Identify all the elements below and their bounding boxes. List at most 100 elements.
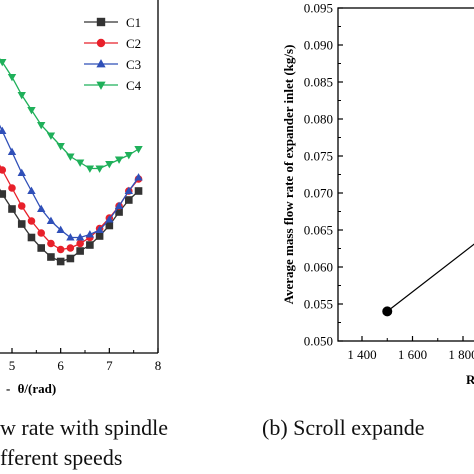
right-plot-frame: [337, 7, 474, 342]
left-point-c2: [76, 239, 84, 248]
left-point-c4: [46, 132, 56, 140]
left-point-c3: [66, 233, 75, 241]
left-point-c1: [115, 208, 123, 216]
legend-marker-c1: [96, 17, 106, 27]
left-point-c2: [27, 217, 36, 225]
right-y-axis-title: Average mass flow rate of expander inlet…: [281, 45, 296, 305]
left-point-c1: [66, 254, 75, 263]
left-x-axis-title-text: θ/(rad): [18, 381, 57, 396]
left-point-c3: [105, 215, 114, 223]
left-point-c4: [7, 73, 17, 82]
legend-marker-c4: [96, 81, 106, 90]
right-x-tick-label: 1 800: [448, 347, 474, 362]
left-point-c2: [47, 239, 55, 248]
left-point-c4: [134, 145, 143, 154]
left-point-c2: [56, 245, 65, 254]
left-point-c1: [56, 257, 65, 266]
left-point-c4: [66, 153, 75, 161]
left-point-c2: [17, 202, 26, 210]
right-y-tick-label: 0.055: [304, 297, 333, 312]
left-point-c3: [75, 233, 85, 241]
left-point-c3: [124, 186, 133, 195]
left-point-c4: [56, 142, 65, 151]
left-point-c1: [0, 190, 7, 198]
left-caption-line2: fferent speeds: [0, 445, 123, 470]
left-series-line-c4: [0, 58, 139, 170]
right-y-tick-label: 0.060: [304, 260, 333, 275]
left-point-c3: [17, 168, 26, 177]
left-point-c1: [86, 241, 94, 249]
left-x-tick-label: 8: [155, 358, 162, 373]
left-point-c2: [66, 244, 75, 252]
left-point-c4: [0, 58, 7, 67]
left-point-c3: [56, 225, 65, 234]
legend-label-c3: C3: [126, 57, 141, 72]
left-x-axis-title: - θ/(rad): [6, 381, 56, 396]
left-point-c1: [105, 221, 114, 230]
left-point-c2: [0, 166, 7, 174]
left-point-c1: [76, 247, 84, 255]
left-point-c4: [75, 159, 85, 167]
left-point-c1: [47, 253, 55, 261]
legend-label-c2: C2: [126, 36, 141, 51]
left-point-c3: [95, 225, 104, 234]
left-point-c3: [134, 173, 143, 181]
left-point-c4: [114, 156, 124, 164]
left-point-c1: [134, 187, 143, 195]
left-point-c4: [95, 165, 104, 173]
left-point-c1: [95, 232, 104, 240]
chart-left: 5 6 7 8 C1 C2 C3 C4 - θ/(rad): [0, 0, 161, 396]
right-x-tick-label: 1 400: [347, 347, 376, 362]
right-series-line: [386, 243, 474, 312]
left-point-c3: [46, 216, 56, 225]
legend-marker-c3: [96, 59, 106, 68]
left-x-tick-label: 6: [57, 358, 64, 373]
left-legend: C1 C2 C3 C4: [84, 15, 142, 93]
left-x-axis-title-prefix: -: [6, 381, 10, 396]
left-point-c1: [27, 233, 36, 242]
chart-right: 0.050 0.055 0.060 0.065 0.070 0.075 0.080 0.085…: [281, 1, 474, 387]
right-y-ticks: 0.050 0.055 0.060 0.065 0.070 0.075 0.080 0.085…: [304, 1, 343, 349]
left-x-tick-label: 7: [106, 358, 113, 373]
left-point-c4: [27, 106, 36, 115]
right-point: [382, 306, 393, 317]
left-point-c4: [105, 160, 114, 169]
right-y-tick-label: 0.050: [304, 334, 333, 349]
right-y-tick-label: 0.065: [304, 223, 333, 238]
left-point-c3: [7, 147, 17, 156]
right-x-tick-label: 1 600: [398, 347, 427, 362]
left-point-c4: [85, 165, 95, 173]
legend-label-c4: C4: [126, 78, 142, 93]
left-series-line-c1: [0, 188, 139, 263]
left-point-c3: [37, 204, 46, 213]
left-series-group: [0, 58, 143, 266]
left-point-c3: [85, 230, 95, 238]
left-series-line-c3: [0, 124, 140, 239]
right-series-group: [382, 243, 474, 317]
left-series-line-c2: [0, 164, 140, 251]
left-point-c3: [27, 186, 36, 195]
left-point-c4: [17, 91, 26, 100]
left-point-c1: [125, 196, 133, 204]
right-y-tick-label: 0.090: [304, 38, 333, 53]
left-x-tick-label: 5: [9, 358, 16, 373]
right-y-tick-label: 0.095: [304, 1, 333, 16]
left-point-c2: [8, 184, 16, 192]
left-point-c3: [0, 126, 7, 135]
legend-marker-c2: [96, 38, 106, 48]
right-y-tick-label: 0.085: [304, 75, 333, 90]
right-y-tick-label: 0.080: [304, 112, 333, 127]
left-point-c4: [37, 121, 46, 130]
left-caption-line1: w rate with spindle: [0, 415, 169, 440]
left-point-c2: [37, 229, 45, 237]
right-caption-line1: (b) Scroll expande: [262, 415, 425, 440]
right-y-tick-label: 0.070: [304, 186, 333, 201]
left-point-c1: [8, 205, 16, 213]
left-point-c1: [37, 244, 45, 252]
left-point-c1: [17, 220, 26, 228]
left-point-c3: [114, 201, 124, 210]
left-point-c4: [124, 151, 133, 160]
right-x-axis-title: R: [466, 372, 474, 387]
legend-label-c1: C1: [126, 15, 141, 30]
